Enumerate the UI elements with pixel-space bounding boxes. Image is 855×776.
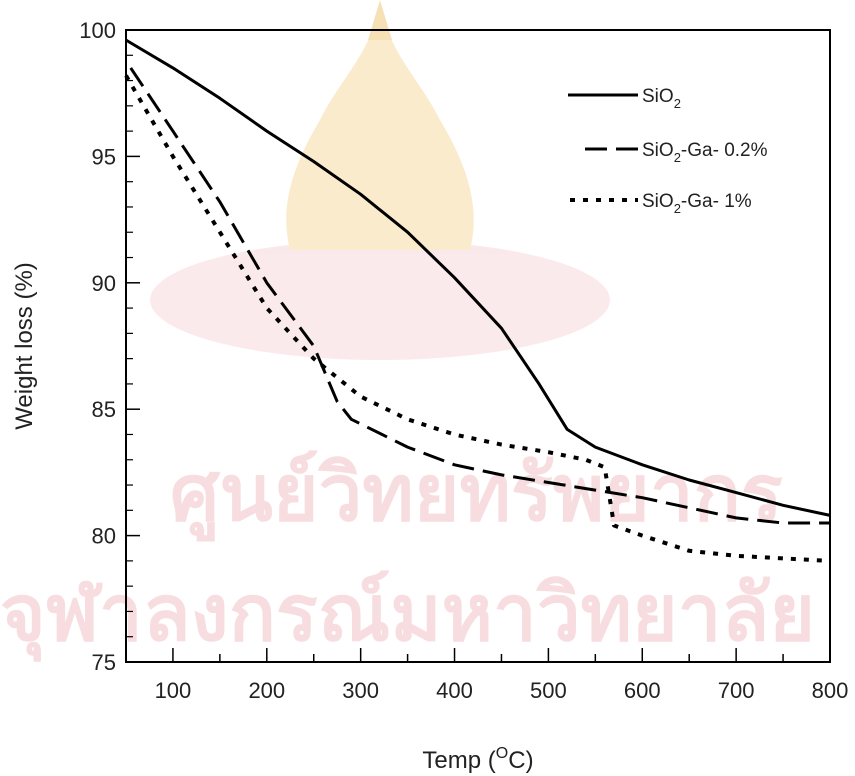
watermark-emblem-crown xyxy=(286,10,474,250)
legend-label-base: SiO xyxy=(642,191,674,212)
y-axis-title: Weight loss (%) xyxy=(11,262,38,430)
y-tick-label: 100 xyxy=(79,18,116,43)
legend-label-subscript: 2 xyxy=(674,201,681,216)
x-axis-title: Temp (OC) xyxy=(422,745,533,774)
series-line-2 xyxy=(124,74,831,563)
y-tick-label: 85 xyxy=(92,397,116,422)
axis-ticks xyxy=(125,29,831,663)
watermark-line-2: จุฬาลงกรณ์มหาวิทยาลัย xyxy=(0,569,815,662)
watermark-line-1: ศูนย์วิทยทรัพยากร xyxy=(170,449,783,542)
x-tick-label: 300 xyxy=(342,678,379,703)
watermark-emblem-spire xyxy=(368,0,392,40)
legend-label-1: SiO2-Ga- 0.2% xyxy=(642,140,768,165)
x-tick-label: 500 xyxy=(530,678,567,703)
x-tick-label: 400 xyxy=(436,678,473,703)
y-tick-label: 75 xyxy=(92,650,116,675)
x-tick-label: 800 xyxy=(812,678,849,703)
y-tick-label: 95 xyxy=(92,144,116,169)
plot-frame xyxy=(125,29,831,663)
university-watermark: ศูนย์วิทยทรัพยากร จุฬาลงกรณ์มหาวิทยาลัย xyxy=(0,0,815,662)
legend-label-subscript: 2 xyxy=(674,96,681,111)
watermark-emblem-base xyxy=(150,240,610,360)
y-tick-label: 90 xyxy=(92,271,116,296)
legend-label-2: SiO2-Ga- 1% xyxy=(642,191,752,216)
x-axis-title-superscript: O xyxy=(496,745,508,762)
legend-label-tail: -Ga- 0.2% xyxy=(681,140,768,161)
x-axis-title-unit: C) xyxy=(508,747,533,774)
x-tick-label: 100 xyxy=(155,678,192,703)
series-line-1 xyxy=(129,67,830,525)
x-tick-label: 600 xyxy=(624,678,661,703)
legend-label-base: SiO xyxy=(642,86,674,107)
x-tick-label: 200 xyxy=(248,678,285,703)
x-tick-label: 700 xyxy=(718,678,755,703)
legend-label-base: SiO xyxy=(642,140,674,161)
x-axis-title-base: Temp ( xyxy=(422,747,495,774)
legend-label-subscript: 2 xyxy=(674,150,681,165)
data-series xyxy=(124,38,831,563)
legend-label-0: SiO2 xyxy=(642,86,681,111)
y-tick-label: 80 xyxy=(92,524,116,549)
axis-tick-labels: 100 200 300 400 500 600 700 800 75 80 85 90 95 100 xyxy=(79,18,848,703)
series-line-0 xyxy=(125,38,831,517)
legend-label-tail: -Ga- 1% xyxy=(681,191,752,212)
